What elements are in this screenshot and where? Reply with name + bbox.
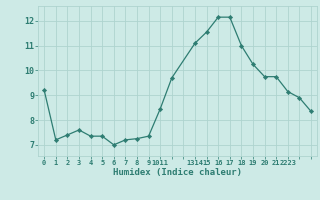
X-axis label: Humidex (Indice chaleur): Humidex (Indice chaleur) [113, 168, 242, 177]
